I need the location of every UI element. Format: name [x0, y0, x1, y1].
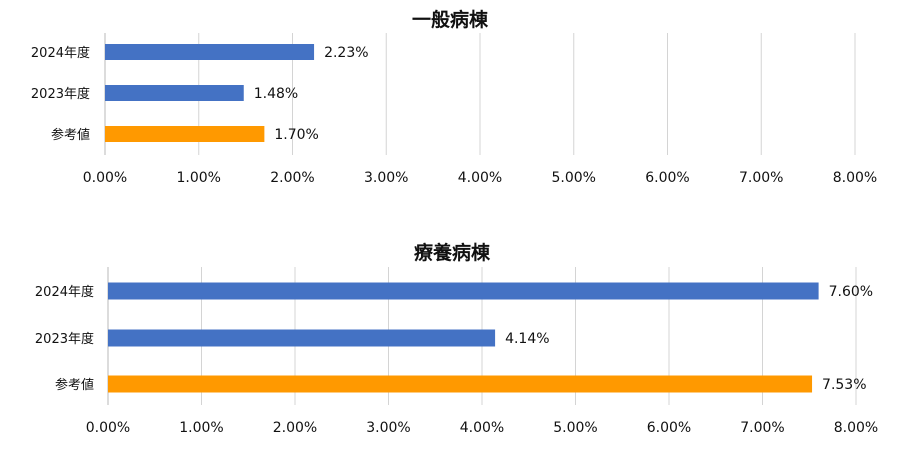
x-tick-label: 4.00%: [458, 170, 502, 186]
x-tick-label: 8.00%: [834, 420, 878, 436]
chart-long-term-care-ward: 療養病棟 0.00% 1.00% 2.00% 3.00% 4.00% 5.00% 6.00% 7…: [35, 241, 878, 436]
data-label: 7.53%: [822, 377, 866, 393]
category-label: 2024年度: [31, 45, 90, 61]
x-tick-label: 2.00%: [273, 420, 317, 436]
x-tick-label: 1.00%: [177, 170, 221, 186]
x-tick-label: 0.00%: [86, 420, 130, 436]
x-tick-label: 5.00%: [553, 420, 597, 436]
data-label: 1.70%: [274, 127, 318, 143]
x-tick-label: 2.00%: [270, 170, 314, 186]
bar: [108, 375, 813, 393]
data-label: 1.48%: [254, 86, 298, 102]
bar: [105, 44, 315, 60]
x-tick-label: 3.00%: [366, 420, 410, 436]
category-label: 2023年度: [35, 331, 94, 347]
x-tick-label: 6.00%: [647, 420, 691, 436]
data-label: 4.14%: [505, 331, 549, 347]
bar: [105, 85, 244, 101]
chart-title: 一般病棟: [412, 8, 489, 31]
x-tick-label: 6.00%: [645, 170, 689, 186]
x-tick-label: 7.00%: [740, 420, 784, 436]
bar: [105, 126, 265, 142]
chart-title: 療養病棟: [414, 241, 491, 264]
data-label: 7.60%: [829, 284, 873, 300]
chart-general-ward: 一般病棟 0.00% 1.00% 2.00% 3.00% 4.00% 5.00% 6.00% 7…: [31, 8, 877, 186]
x-tick-label: 5.00%: [552, 170, 596, 186]
bar: [108, 282, 819, 300]
x-tick-label: 4.00%: [460, 420, 504, 436]
x-tick-label: 8.00%: [833, 170, 877, 186]
bar: [108, 329, 496, 347]
x-tick-label: 3.00%: [364, 170, 408, 186]
category-label: 参考値: [55, 377, 94, 393]
category-label: 参考値: [51, 127, 90, 143]
x-tick-label: 1.00%: [179, 420, 223, 436]
x-tick-label: 7.00%: [739, 170, 783, 186]
category-label: 2023年度: [31, 86, 90, 102]
category-label: 2024年度: [35, 284, 94, 300]
x-tick-label: 0.00%: [83, 170, 127, 186]
data-label: 2.23%: [324, 45, 368, 61]
